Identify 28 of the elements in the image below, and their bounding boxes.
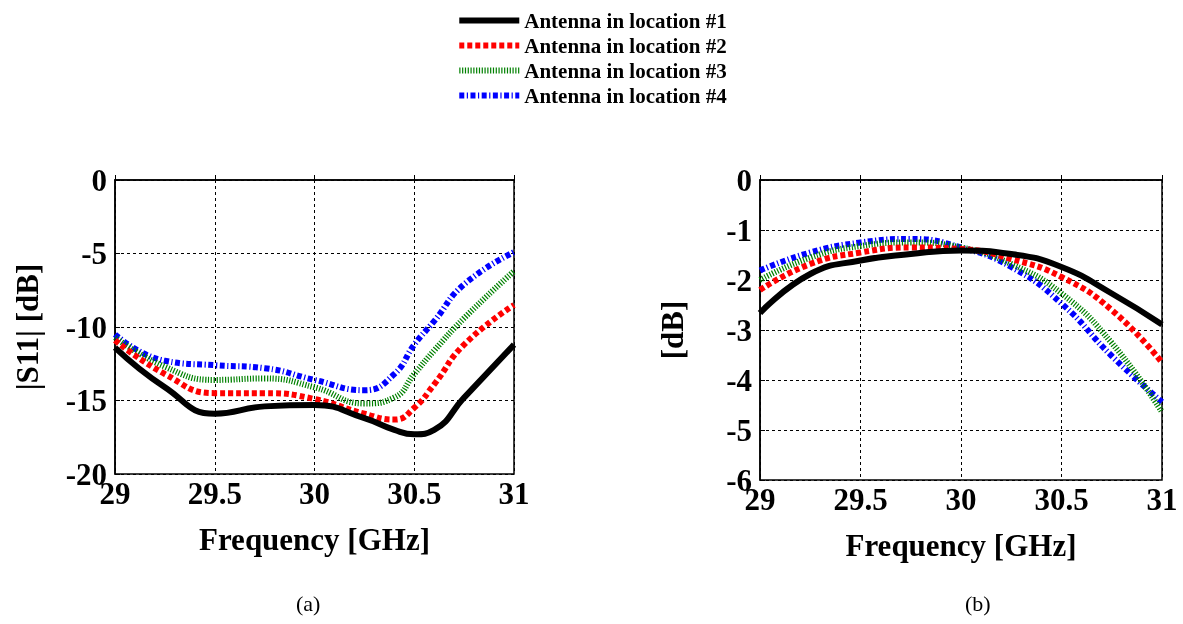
y-tick-label: 0 [91,162,107,198]
y-tick-label: -5 [726,412,752,448]
y-axis-title: |S11| [dB] [10,263,45,391]
x-tick-label: 29.5 [187,476,242,511]
x-tick-label: 30 [945,482,977,517]
y-tick-label: -5 [81,236,107,271]
y-tick-label: -10 [65,309,107,345]
y-tick-label: -3 [726,312,752,348]
x-tick-label: 30 [299,476,330,511]
y-tick-label: -4 [726,362,752,398]
x-axis-title: Frequency [GHz] [845,528,1077,563]
legend-label: Antenna in location #2 [524,33,727,58]
y-tick-label: 0 [736,162,752,198]
legend-label: Antenna in location #3 [524,58,727,83]
y-axis-title: [dB] [655,300,690,360]
y-tick-label: -15 [65,383,107,418]
x-tick-label: 31 [498,476,530,511]
x-tick-label: 30.5 [387,476,442,511]
text: (a) [296,590,321,616]
y-tick-label: -1 [726,212,752,248]
x-tick-label: 30.5 [1034,482,1089,517]
x-axis-title: Frequency [GHz] [198,522,431,557]
legend-label: Antenna in location #4 [524,83,728,108]
x-tick-label: 31 [1146,482,1178,517]
text: (b) [965,590,991,616]
y-tick-label: -2 [726,262,752,298]
x-tick-label: 29.5 [833,482,888,517]
legend-label: Antenna in location #1 [524,8,727,33]
